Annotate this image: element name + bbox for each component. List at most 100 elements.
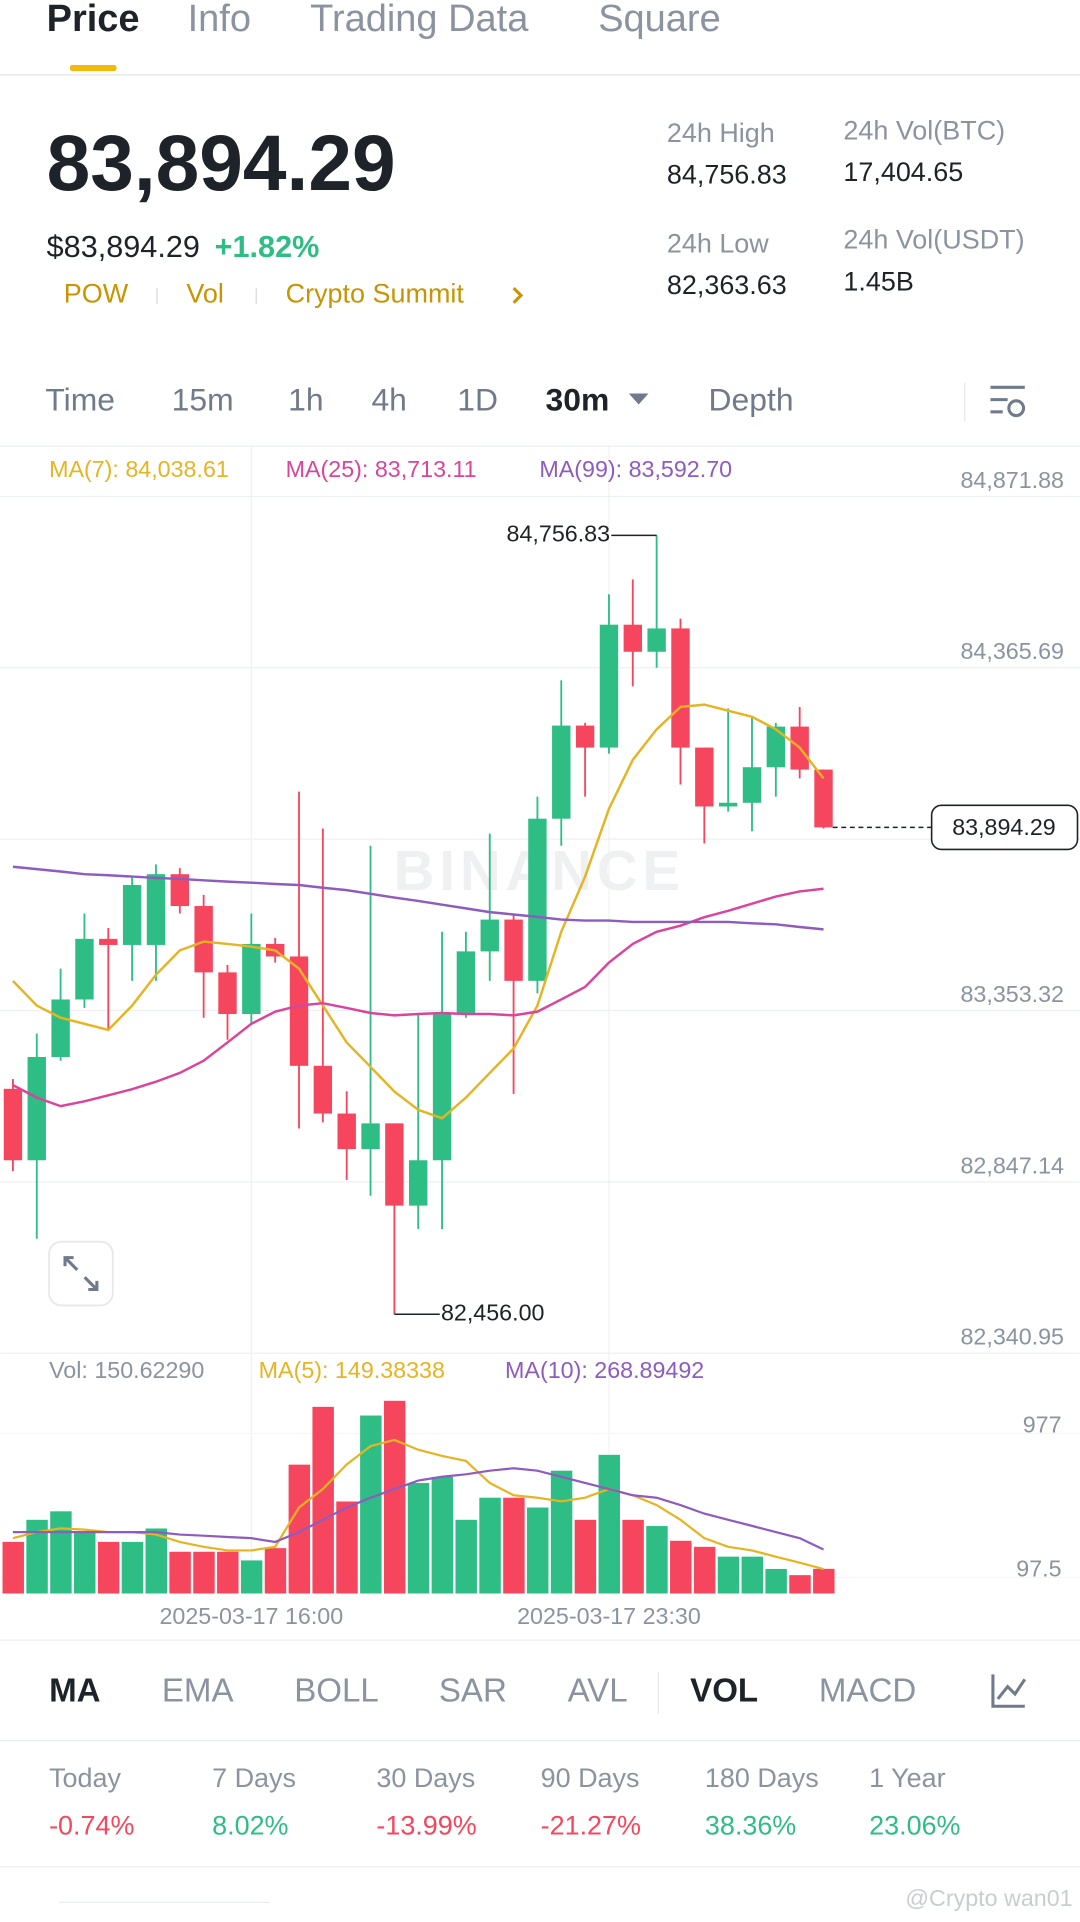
indicator-tab[interactable]: SAR xyxy=(439,1673,507,1710)
interval[interactable]: 30m xyxy=(546,381,610,417)
candle-body xyxy=(289,956,309,1066)
period-label: 1 Year xyxy=(869,1763,945,1793)
period-label: 180 Days xyxy=(705,1763,819,1793)
period-change: -21.27% xyxy=(541,1811,641,1841)
candle-body xyxy=(742,767,762,803)
interval[interactable]: Time xyxy=(45,381,115,417)
candle-body xyxy=(528,818,547,981)
candle-body xyxy=(218,972,237,1015)
x-tick-label: 2025-03-17 16:00 xyxy=(159,1603,343,1629)
volume-bar xyxy=(169,1551,191,1594)
volume-ma-line xyxy=(12,1467,824,1551)
volume-bar xyxy=(765,1568,787,1594)
candle-body xyxy=(718,802,738,807)
candle-body xyxy=(575,725,595,748)
period-change: -13.99% xyxy=(376,1811,476,1841)
stat-label: 24h Low xyxy=(667,228,769,258)
tab-indicator xyxy=(69,64,117,72)
volume-bar xyxy=(455,1519,477,1594)
volume-bar xyxy=(121,1541,144,1594)
volume-bar xyxy=(503,1497,525,1594)
tag[interactable]: POW xyxy=(64,279,129,309)
y-tick-label: 97.5 xyxy=(1016,1555,1061,1581)
volume-bar xyxy=(240,1560,263,1594)
candle-body xyxy=(599,624,619,748)
candle-body xyxy=(409,1160,428,1206)
indicator-settings-icon[interactable] xyxy=(991,1674,1027,1708)
tab[interactable]: Info xyxy=(188,0,251,40)
y-tick-label: 82,847.14 xyxy=(960,1152,1064,1178)
candle-body xyxy=(814,769,833,828)
volume-bar xyxy=(670,1540,692,1594)
tag[interactable]: Vol xyxy=(186,279,223,309)
candle-body xyxy=(766,726,786,768)
chevron[interactable] xyxy=(512,286,524,304)
interval[interactable]: 1D xyxy=(457,381,498,417)
period-label: Today xyxy=(49,1763,121,1793)
volume-bar xyxy=(193,1551,215,1594)
y-tick-label: 83,353.32 xyxy=(960,981,1064,1007)
indicator-tab[interactable]: MACD xyxy=(819,1673,916,1710)
candle-body xyxy=(552,725,571,819)
tag[interactable]: Crypto Summit xyxy=(286,279,465,309)
candle-body xyxy=(27,1057,46,1161)
indicator-tab[interactable]: EMA xyxy=(162,1673,234,1710)
volume-title: Vol: 150.62290 xyxy=(49,1357,204,1383)
stat-value: 82,363.63 xyxy=(667,270,787,300)
volume-bar xyxy=(74,1532,96,1594)
candle-body xyxy=(170,874,190,907)
ma-line xyxy=(12,703,825,1120)
indicator-tab[interactable]: BOLL xyxy=(294,1673,379,1710)
tab[interactable]: Price xyxy=(47,0,140,40)
last-price-label: 83,894.29 xyxy=(952,814,1056,840)
legend-entry: MA(99): 83,592.70 xyxy=(539,456,732,482)
legend-entry: MA(5): 149.38338 xyxy=(259,1357,445,1383)
period-change: 38.36% xyxy=(705,1811,796,1841)
volume-bar xyxy=(431,1476,454,1594)
period-change: -0.74% xyxy=(49,1811,134,1841)
period-label: 30 Days xyxy=(376,1763,475,1793)
watermark: @Crypto wan01 xyxy=(905,1885,1072,1911)
candle-body xyxy=(671,628,690,748)
stat-value: 17,404.65 xyxy=(843,157,963,187)
period-label: 7 Days xyxy=(212,1763,296,1793)
candle-body xyxy=(194,906,213,973)
candle-body xyxy=(480,919,499,952)
stat-label: 24h High xyxy=(667,118,775,148)
indicator-tab[interactable]: VOL xyxy=(690,1673,758,1710)
tab[interactable]: Trading Data xyxy=(310,0,529,40)
volume-bar xyxy=(360,1415,382,1594)
usd-price: $83,894.29 xyxy=(47,230,200,264)
last-price-box xyxy=(930,804,1079,851)
indicator-tab[interactable]: AVL xyxy=(568,1673,628,1710)
candle-body xyxy=(432,1012,452,1161)
candle-body xyxy=(623,624,642,652)
dropdown-arrow[interactable] xyxy=(628,393,649,405)
volume-bar xyxy=(407,1482,430,1594)
interval[interactable]: 1h xyxy=(288,381,323,417)
candle-body xyxy=(337,1113,356,1150)
indicator-tab[interactable]: MA xyxy=(49,1673,101,1710)
volume-bar xyxy=(479,1497,501,1594)
y-tick-label: 84,871.88 xyxy=(960,467,1064,493)
expand-button[interactable] xyxy=(48,1240,114,1307)
y-tick-label: 977 xyxy=(1023,1411,1062,1437)
interval[interactable]: 15m xyxy=(172,381,234,417)
last-price: 83,894.29 xyxy=(47,119,396,207)
volume-bar xyxy=(50,1511,72,1594)
chart-settings-icon[interactable] xyxy=(990,385,1026,418)
volume-bar xyxy=(598,1454,620,1594)
candle-body xyxy=(313,1065,333,1114)
candle-body xyxy=(99,938,118,945)
x-tick-label: 2025-03-17 23:30 xyxy=(517,1603,701,1629)
interval[interactable]: Depth xyxy=(709,381,794,417)
interval[interactable]: 4h xyxy=(371,381,406,417)
volume-bar xyxy=(336,1501,358,1594)
high-label: 84,756.83 xyxy=(507,521,611,547)
candle-body xyxy=(146,874,166,945)
volume-bar xyxy=(97,1541,120,1594)
tab[interactable]: Square xyxy=(598,0,720,40)
